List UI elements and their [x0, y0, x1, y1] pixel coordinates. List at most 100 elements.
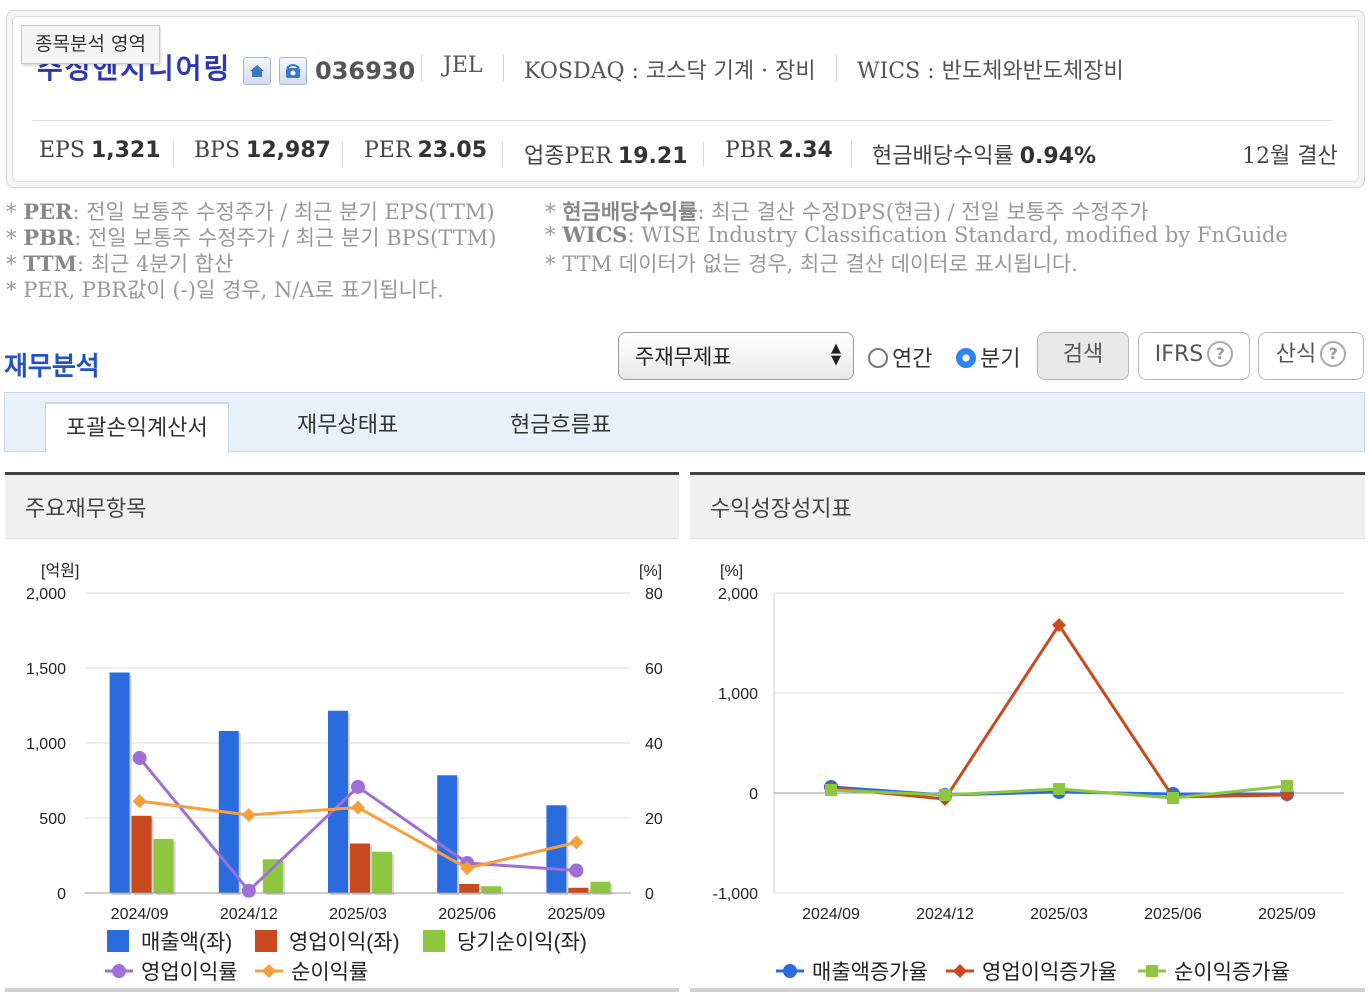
divider: [503, 55, 504, 81]
statement-select[interactable]: 주재무제표 ▲ ▼: [618, 332, 854, 380]
y-left-tick-label: 1,000: [26, 736, 66, 753]
point-net-income-growth: [1281, 780, 1293, 792]
point-net-income-growth: [939, 789, 951, 801]
metric-eps: EPS 1,321: [39, 138, 161, 163]
legend-label: 매출액증가율: [812, 961, 928, 984]
y-left-tick-label: 0: [57, 886, 66, 903]
y-tick-label: -1,000: [713, 886, 758, 903]
y-tick-label: 0: [749, 786, 758, 803]
x-tick-label: 2025/09: [547, 906, 605, 923]
point-net-income-growth: [1053, 783, 1065, 795]
panel-title: 주요재무항목: [5, 475, 679, 539]
divider: [173, 141, 174, 167]
legend-swatch: [262, 964, 276, 978]
bar-operating-profit: [350, 843, 370, 893]
metric-dividend-yield: 현금배당수익률 0.94%: [872, 144, 1097, 169]
bar-net-income: [481, 886, 502, 893]
y-left-tick-label: 500: [39, 811, 66, 828]
divider: [851, 141, 852, 167]
y-left-tick-label: 1,500: [26, 661, 66, 678]
note-pbr: * PBR: 전일 보통주 수정주가 / 최근 분기 BPS(TTM): [6, 225, 497, 250]
y-left-axis-label: [억원]: [41, 562, 79, 580]
bar-operating-profit: [131, 815, 152, 893]
y-right-tick-label: 80: [645, 586, 663, 603]
bar-net-income: [262, 859, 283, 893]
y-right-tick-label: 60: [645, 661, 663, 678]
legend-swatch: [255, 930, 277, 952]
point-operating-margin: [132, 751, 147, 765]
panel-footer-line: [5, 988, 679, 992]
tab-balance-sheet[interactable]: 재무상태표: [297, 413, 399, 438]
point-operating-margin: [569, 863, 584, 878]
point-operating-margin: [351, 779, 365, 794]
growth-indicators-chart: -1,000 0 1,000 2,000 [%] 2024/09 2024/12 2025/0…: [713, 563, 1344, 984]
formula-help-button[interactable]: 산식?: [1258, 332, 1364, 380]
y-right-axis-label: [%]: [639, 563, 662, 580]
legend-label: 영업이익증가율: [982, 961, 1117, 984]
phone-icon[interactable]: [279, 57, 307, 85]
legend-swatch: [953, 964, 967, 978]
divider: [342, 141, 343, 167]
stock-summary-inner: 종목분석 영역 주성엔지니어링 036930 JEL KOSDAQ : 코스닥 …: [12, 16, 1359, 182]
panel-growth-indicators: 수익성장성지표 -1,000 0 1,000 2,000 [%] 2024/09 2024/…: [690, 472, 1365, 992]
bar-operating-profit: [568, 887, 589, 893]
point-net-income-growth: [825, 784, 837, 796]
divider: [703, 141, 704, 167]
divider: [33, 120, 1332, 121]
ifrs-help-button[interactable]: IFRS?: [1138, 332, 1250, 380]
x-tick-label: 2025/06: [438, 906, 496, 923]
x-tick-label: 2025/03: [1030, 906, 1088, 923]
y-left-tick-label: 2,000: [26, 586, 66, 603]
settlement-month: 12월 결산: [1242, 144, 1338, 169]
legend-label: 영업이익률: [141, 961, 238, 984]
statement-tabs: 포괄손익계산서 재무상태표 현금흐름표: [4, 392, 1365, 453]
point-net-margin: [569, 835, 584, 850]
help-icon: ?: [1207, 341, 1234, 367]
bar-operating-profit: [459, 884, 480, 893]
divider: [502, 141, 503, 167]
y-right-tick-label: 40: [645, 736, 663, 753]
x-tick-label: 2024/12: [916, 906, 974, 923]
point-net-income-growth: [1167, 792, 1179, 804]
legend-swatch: [423, 930, 445, 952]
legend-label: 영업이익(좌): [289, 931, 400, 954]
home-icon[interactable]: [243, 57, 271, 85]
legend-label: 순이익률: [291, 961, 368, 984]
radio-quarter-dot: [956, 348, 976, 368]
bar-revenue: [546, 805, 567, 893]
divider: [421, 55, 422, 81]
metric-per: PER 23.05: [364, 138, 488, 163]
note-per: * PER: 전일 보통주 수정주가 / 최근 분기 EPS(TTM): [6, 199, 495, 224]
bar-net-income: [590, 881, 611, 893]
market-info: KOSDAQ : 코스닥 기계 · 장비: [524, 59, 816, 84]
y-tick-label: 1,000: [718, 686, 758, 703]
main-financials-chart: 0 500 1,000 1,500 2,000 0 20 40 60 80 [억원] [%] 2024/…: [26, 562, 663, 984]
note-wics: * WICS: WISE Industry Classification Sta…: [545, 222, 1288, 247]
y-axis-label: [%]: [720, 563, 743, 580]
legend-swatch: [107, 930, 129, 952]
panel-title: 수익성장성지표: [690, 475, 1365, 539]
radio-annual-dot: [868, 348, 888, 368]
legend-label: 순이익증가율: [1174, 961, 1290, 984]
bar-revenue: [109, 672, 130, 893]
bar-revenue: [437, 775, 458, 893]
panel-main-financials: 주요재무항목 0 500 1,000 1,500 2,000 0 20 40 60 80 [억원] […: [5, 472, 679, 992]
stock-eng-name: JEL: [443, 53, 483, 78]
line-operating-profit-growth: [830, 622, 1288, 801]
legend-swatch: [783, 964, 797, 978]
point-net-margin: [460, 861, 475, 876]
y-tick-label: 2,000: [718, 586, 758, 603]
tab-cash-flow[interactable]: 현금흐름표: [510, 413, 612, 438]
stock-summary-box: 종목분석 영역 주성엔지니어링 036930 JEL KOSDAQ : 코스닥 …: [6, 10, 1365, 188]
radio-annual[interactable]: 연간: [868, 341, 932, 373]
y-right-tick-label: 20: [645, 811, 663, 828]
radio-quarter[interactable]: 분기: [956, 341, 1020, 373]
x-tick-label: 2025/09: [1258, 906, 1316, 923]
tab-income-statement[interactable]: 포괄손익계산서: [45, 402, 229, 453]
x-tick-label: 2024/12: [220, 906, 278, 923]
search-button[interactable]: 검색: [1037, 332, 1129, 380]
panel-footer-line: [690, 988, 1365, 992]
metric-pbr: PBR 2.34: [725, 138, 833, 163]
x-tick-label: 2024/09: [802, 906, 860, 923]
section-title: 재무분석: [4, 352, 100, 382]
